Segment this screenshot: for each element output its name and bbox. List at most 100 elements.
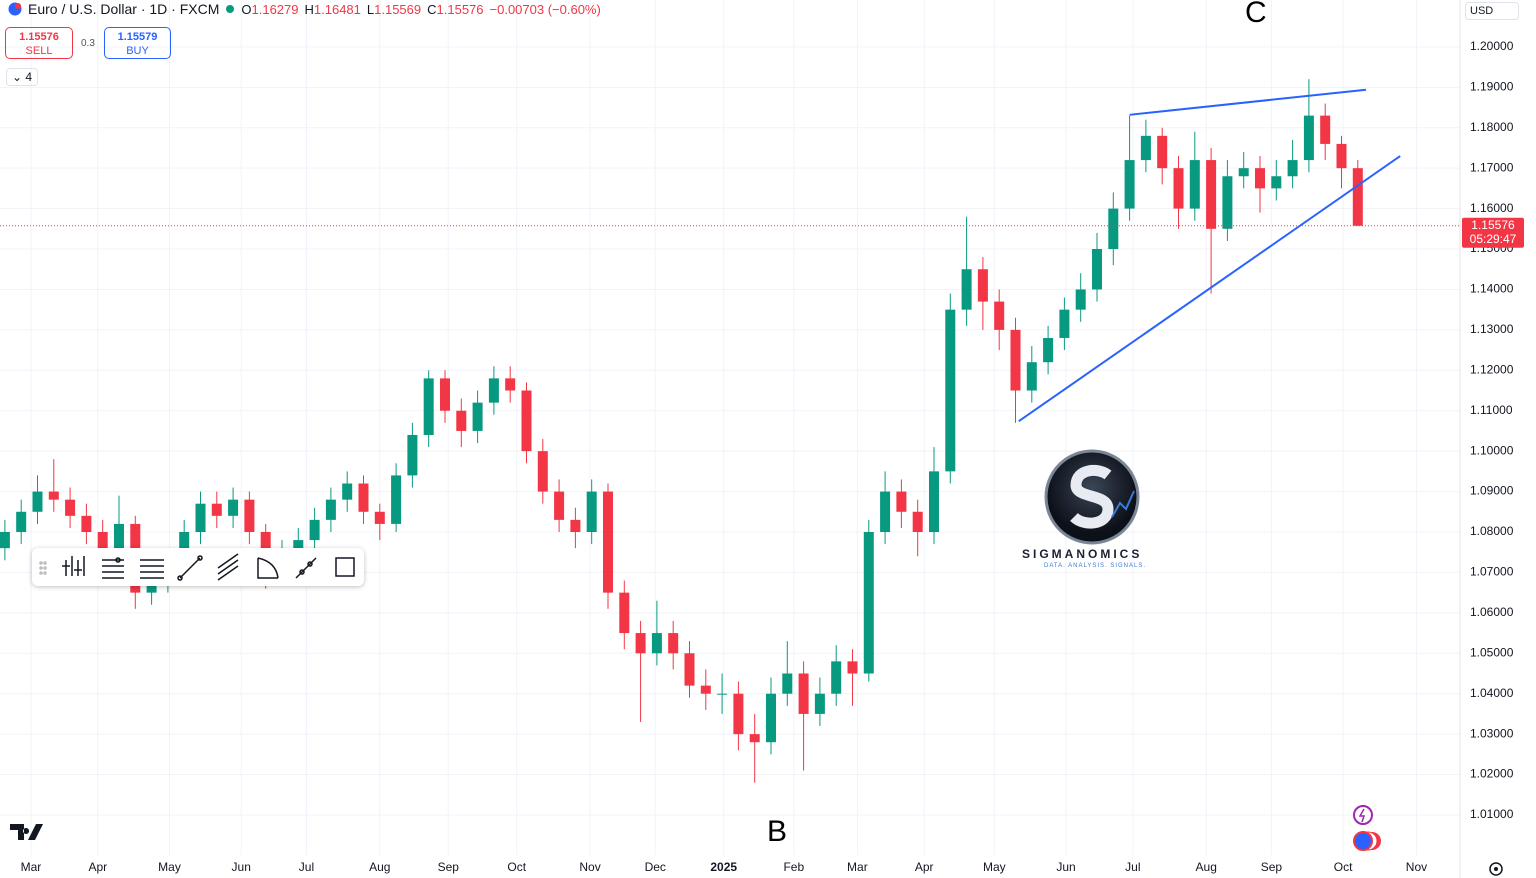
candle-body [586, 491, 597, 532]
candle-body [1140, 135, 1151, 161]
candle-body [602, 491, 613, 593]
quote-high: H1.16481 [305, 2, 361, 17]
y-tick-label: 1.20000 [1470, 39, 1514, 53]
candle-body [1157, 135, 1168, 169]
candle-body [619, 592, 630, 634]
x-tick-label: 2025 [710, 860, 737, 874]
header: Euro / U.S. Dollar · 1D · FXCM O1.16279 … [8, 1, 601, 17]
candle-body [16, 511, 27, 532]
x-tick-label: Jul [299, 860, 314, 874]
status-icons [1353, 805, 1381, 851]
tool-button[interactable] [177, 555, 203, 581]
candle-body [1124, 160, 1135, 209]
quote-label: L [366, 1, 375, 17]
quote-value: 1.15569 [374, 1, 422, 17]
candle-body [228, 499, 239, 516]
platform-logo [10, 824, 43, 840]
candle-body [0, 532, 10, 549]
candle-body [700, 685, 711, 694]
candle-body [668, 633, 679, 654]
candle-body [146, 580, 157, 593]
settings-button[interactable] [1486, 859, 1506, 878]
x-tick-label: Jun [232, 860, 251, 874]
tool-button[interactable] [140, 559, 164, 579]
candle-body [423, 378, 434, 435]
tool-button[interactable] [217, 553, 239, 581]
y-tick-label: 1.08000 [1470, 524, 1514, 538]
candle-body [1222, 176, 1233, 229]
logo-subtitle: DATA. ANALYSIS. SIGNALS. [1044, 563, 1147, 569]
drawing-toolbar [32, 548, 364, 586]
tool-button[interactable] [62, 556, 85, 576]
x-tick-label: Feb [783, 860, 804, 874]
x-tick-label: Apr [915, 860, 934, 874]
candle-body [863, 532, 874, 674]
y-tick-label: 1.01000 [1470, 807, 1514, 821]
annotation: B [767, 815, 788, 848]
candle-body [521, 390, 532, 452]
y-tick-label: 1.14000 [1470, 282, 1514, 296]
y-tick-label: 1.17000 [1470, 160, 1514, 174]
tool-button[interactable] [257, 557, 279, 579]
quote-close: C1.15576 [427, 2, 483, 17]
x-tick-label: Jul [1125, 860, 1140, 874]
quote-label: H [304, 1, 314, 17]
flag-icon [8, 2, 22, 16]
candle-body [32, 491, 43, 512]
x-tick-label: May [158, 860, 181, 874]
tool-button[interactable] [295, 557, 317, 579]
buy-price: 1.15579 [117, 31, 158, 43]
candle-body [684, 653, 695, 686]
tool-button[interactable] [102, 557, 124, 579]
candle-body [1303, 115, 1314, 161]
candle-body [651, 633, 662, 654]
candle-body [65, 499, 76, 516]
x-tick-label: Aug [369, 860, 390, 874]
candle-body [1010, 329, 1021, 391]
plot-area [0, 0, 1460, 855]
logo-mark [1044, 449, 1140, 545]
candle-body [782, 673, 793, 694]
sell-price: 1.15576 [19, 31, 59, 43]
candle-body [325, 499, 336, 520]
candle-body [912, 511, 923, 532]
quote-low: L1.15569 [367, 2, 421, 17]
candle-body [831, 661, 842, 694]
x-tick-label: Mar [21, 860, 42, 874]
buy-button[interactable]: 1.15579 BUY [104, 27, 171, 59]
quote-value: 1.16481 [313, 1, 361, 17]
last-price-box [1462, 217, 1524, 248]
candle-body [570, 519, 581, 532]
candle-body [97, 532, 108, 557]
y-tick-label: 1.13000 [1470, 322, 1514, 336]
candle-body [928, 471, 939, 532]
candle-body [1287, 160, 1298, 177]
candle-body [554, 491, 565, 520]
candle-body [733, 693, 744, 735]
candle-body [537, 451, 548, 492]
y-tick-label: 1.07000 [1470, 565, 1514, 579]
quote-label: C [427, 1, 437, 17]
candle-body [1271, 176, 1282, 189]
quote-open: O1.16279 [241, 2, 298, 17]
indicator-toggle[interactable]: ⌄ 4 [6, 68, 39, 86]
sell-button[interactable]: 1.15576 SELL [5, 27, 73, 59]
y-tick-label: 1.18000 [1470, 120, 1514, 134]
candle-body [48, 491, 59, 500]
y-tick-label: 1.16000 [1470, 201, 1514, 215]
sell-label: SELL [25, 45, 53, 57]
tool-button[interactable] [335, 557, 355, 577]
currency-button[interactable]: USD [1465, 2, 1519, 20]
candle-body [342, 483, 353, 500]
x-tick-label: Nov [579, 860, 600, 874]
candle-body [472, 402, 483, 431]
candle-body [1352, 168, 1363, 226]
toolbar-icons [39, 553, 355, 581]
candle-body [896, 491, 907, 512]
trend-line [1018, 155, 1401, 423]
x-tick-label: Apr [88, 860, 107, 874]
y-tick-label: 1.02000 [1470, 767, 1514, 781]
x-tick-label: Dec [645, 860, 666, 874]
